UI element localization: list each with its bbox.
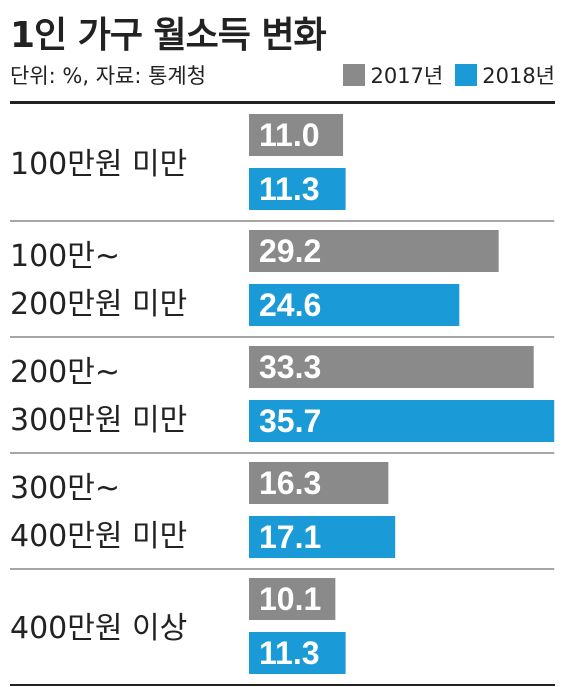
- bar-value-label: 11.0: [259, 117, 320, 153]
- chart-title: 1인 가구 월소득 변화: [10, 15, 327, 56]
- bar-value-label: 33.3: [259, 349, 321, 385]
- legend: 2017년 2018년: [331, 60, 555, 90]
- category-label: 200만~: [10, 355, 120, 390]
- bar-2017: [249, 346, 534, 388]
- bar-2017: [249, 230, 499, 272]
- bar-value-label: 11.3: [259, 635, 320, 671]
- bottom-rule: [10, 684, 555, 686]
- top-rule: [10, 101, 555, 104]
- bar-value-label: 10.1: [259, 581, 321, 617]
- bar-2018: [249, 284, 460, 326]
- legend-swatch-2018: [455, 64, 478, 86]
- bar-2018: [249, 168, 346, 210]
- bar-value-label: 29.2: [259, 233, 321, 269]
- legend-label-2018: 2018년: [482, 64, 555, 88]
- legend-label-2017: 2017년: [370, 64, 444, 88]
- bar-value-label: 24.6: [259, 287, 321, 323]
- bar-value-label: 11.3: [259, 171, 320, 207]
- bar-2018: [249, 632, 346, 674]
- category-label: 200만원 미만: [10, 287, 187, 322]
- category-label: 400만원 이상: [10, 611, 187, 646]
- bar-2018: [249, 400, 555, 442]
- bar-value-label: 35.7: [259, 403, 321, 439]
- bar-2017: [249, 462, 389, 504]
- bar-2017: [249, 114, 344, 156]
- category-label: 300만~: [10, 471, 120, 506]
- unit-source-note: 단위: %, 자료: 통계청: [10, 64, 207, 88]
- category-label: 400만원 미만: [10, 519, 187, 554]
- bar-value-label: 16.3: [259, 465, 321, 501]
- category-label: 100만~: [10, 239, 120, 274]
- legend-item-2017: 2017년: [343, 60, 443, 90]
- legend-item-2018: 2018년: [455, 60, 555, 90]
- bar-2018: [249, 516, 396, 558]
- bar-2017: [249, 578, 336, 620]
- category-label: 300만원 미만: [10, 403, 187, 438]
- meta-row: 단위: %, 자료: 통계청 2017년 2018년: [10, 60, 555, 88]
- bar-value-label: 17.1: [259, 519, 321, 555]
- category-label: 100만원 미만: [10, 147, 187, 182]
- legend-swatch-2017: [343, 64, 366, 86]
